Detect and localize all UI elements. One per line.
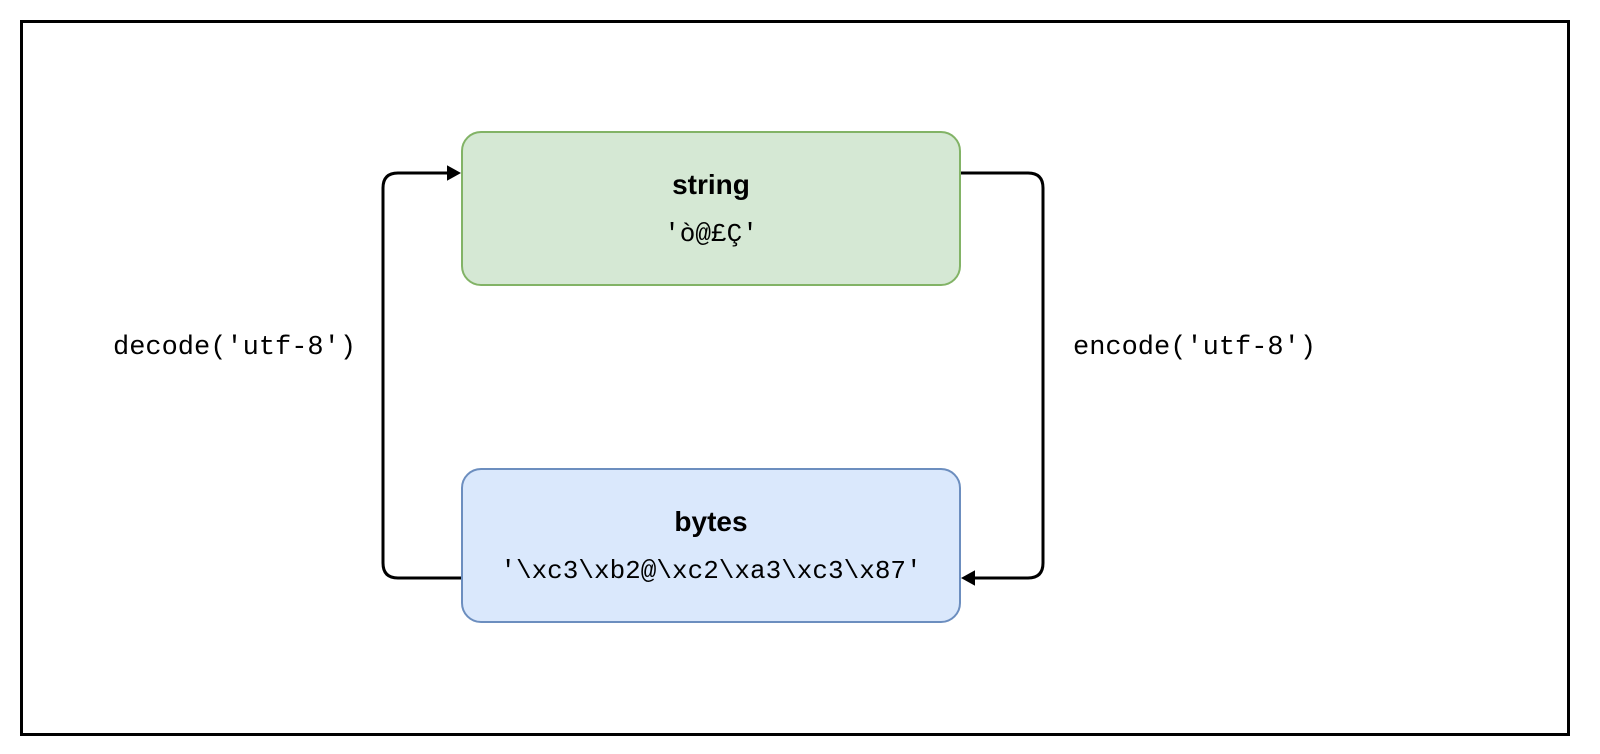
arrows-svg [23, 23, 1567, 733]
node-string-title: string [672, 169, 750, 201]
node-bytes-title: bytes [674, 506, 747, 538]
node-bytes-content: '\xc3\xb2@\xc2\xa3\xc3\x87' [500, 556, 921, 586]
edge-label-encode: encode('utf-8') [1073, 333, 1316, 363]
node-string-content: 'ò@£Ç' [664, 219, 758, 249]
arrowhead-encode-icon [961, 570, 975, 585]
edge-label-decode: decode('utf-8') [113, 333, 356, 363]
node-string: string 'ò@£Ç' [461, 131, 961, 286]
edge-decode [383, 173, 461, 578]
edge-encode [961, 173, 1043, 578]
node-bytes: bytes '\xc3\xb2@\xc2\xa3\xc3\x87' [461, 468, 961, 623]
diagram-frame: string 'ò@£Ç' bytes '\xc3\xb2@\xc2\xa3\x… [20, 20, 1570, 736]
arrowhead-decode-icon [447, 165, 461, 180]
